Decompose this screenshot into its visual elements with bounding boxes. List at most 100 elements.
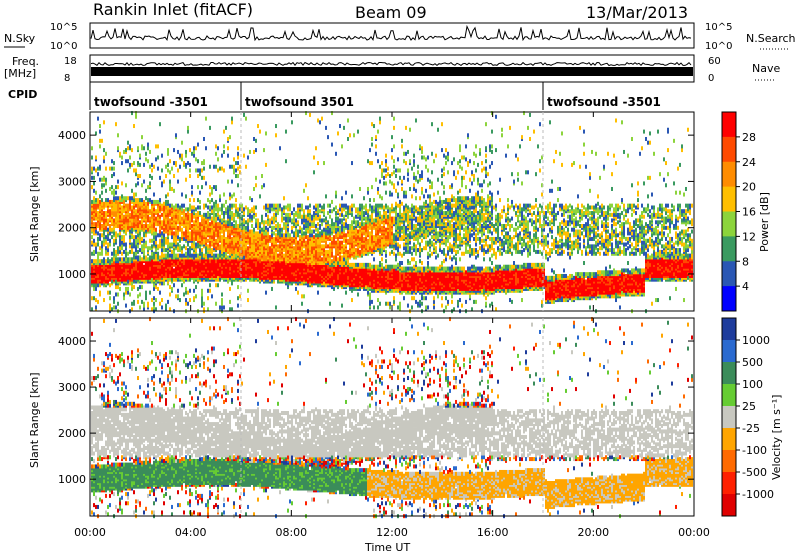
heatmap-cell: [211, 294, 213, 298]
heatmap-cell: [101, 183, 103, 187]
heatmap-cell: [143, 209, 145, 213]
heatmap-cell: [247, 218, 249, 222]
heatmap-cell: [99, 246, 101, 250]
heatmap-cell: [143, 244, 145, 248]
heatmap-cell: [165, 174, 167, 178]
heatmap-cell: [177, 150, 179, 154]
heatmap-cell: [195, 265, 197, 269]
heatmap-cell: [121, 156, 123, 160]
heatmap-cell: [91, 211, 93, 215]
heatmap-cell: [297, 254, 299, 258]
heatmap-cell: [175, 239, 177, 243]
heatmap-cell: [279, 244, 281, 248]
heatmap-cell: [111, 235, 113, 239]
heatmap-cell: [133, 244, 135, 248]
heatmap-cell: [223, 168, 225, 172]
heatmap-cell: [325, 231, 327, 235]
heatmap-cell: [307, 235, 309, 239]
heatmap-cell: [343, 215, 345, 219]
heatmap-cell: [211, 217, 213, 221]
heatmap-cell: [101, 198, 103, 202]
heatmap-cell: [175, 233, 177, 237]
heatmap-cell: [189, 220, 191, 224]
heatmap-cell: [231, 222, 233, 226]
heatmap-cell: [267, 231, 269, 235]
heatmap-cell: [353, 204, 355, 208]
heatmap-cell: [227, 244, 229, 248]
heatmap-cell: [357, 130, 359, 134]
heatmap-cell: [307, 230, 309, 234]
heatmap-cell: [119, 257, 121, 261]
freq-unit: [MHz]: [4, 67, 36, 80]
heatmap-cell: [225, 252, 227, 256]
heatmap-cell: [121, 194, 123, 198]
heatmap-cell: [237, 248, 239, 252]
heatmap-cell: [111, 159, 113, 163]
heatmap-cell: [153, 200, 155, 204]
heatmap-cell: [187, 291, 189, 295]
heatmap-cell: [183, 215, 185, 219]
heatmap-cell: [231, 217, 233, 221]
heatmap-cell: [349, 254, 351, 258]
heatmap-cell: [367, 263, 369, 267]
heatmap-cell: [307, 241, 309, 245]
heatmap-cell: [133, 285, 135, 289]
heatmap-cell: [289, 207, 291, 211]
heatmap-cell: [295, 218, 297, 222]
heatmap-cell: [213, 237, 215, 241]
heatmap-cell: [347, 118, 349, 122]
heatmap-cell: [227, 209, 229, 213]
heatmap-cell: [169, 231, 171, 235]
heatmap-cell: [231, 120, 233, 124]
heatmap-cell: [195, 233, 197, 237]
heatmap-cell: [103, 156, 105, 160]
heatmap-cell: [255, 205, 257, 209]
nsky-tick-bottom: 10^0: [50, 41, 77, 52]
heatmap-cell: [237, 152, 239, 156]
heatmap-cell: [261, 233, 263, 237]
heatmap-cell: [95, 156, 97, 160]
heatmap-cell: [105, 167, 107, 171]
heatmap-cell: [309, 204, 311, 208]
heatmap-cell: [219, 254, 221, 258]
heatmap-cell: [251, 198, 253, 202]
heatmap-cell: [183, 224, 185, 228]
heatmap-cell: [353, 220, 355, 224]
heatmap-cell: [163, 202, 165, 206]
heatmap-cell: [161, 239, 163, 243]
heatmap-cell: [349, 209, 351, 213]
heatmap-cell: [113, 231, 115, 235]
heatmap-cell: [295, 228, 297, 232]
heatmap-cell: [205, 117, 207, 121]
heatmap-cell: [215, 213, 217, 217]
heatmap-cell: [283, 248, 285, 252]
heatmap-cell: [189, 168, 191, 172]
heatmap-cell: [301, 294, 303, 298]
heatmap-cell: [173, 174, 175, 178]
heatmap-cell: [153, 296, 155, 300]
heatmap-cell: [159, 224, 161, 228]
heatmap-cell: [203, 213, 205, 217]
heatmap-cell: [135, 255, 137, 259]
nsky-tick-top: 10^5: [50, 22, 77, 33]
heatmap-cell: [163, 233, 165, 237]
heatmap-cell: [169, 204, 171, 208]
heatmap-cell: [133, 198, 135, 202]
heatmap-cell: [277, 226, 279, 230]
heatmap-cell: [273, 213, 275, 217]
heatmap-cell: [261, 215, 263, 219]
heatmap-cell: [297, 291, 299, 295]
heatmap-cell: [195, 248, 197, 252]
heatmap-cell: [191, 185, 193, 189]
heatmap-cell: [359, 207, 361, 211]
heatmap-cell: [177, 226, 179, 230]
heatmap-cell: [215, 200, 217, 204]
heatmap-cell: [271, 207, 273, 211]
heatmap-cell: [99, 178, 101, 182]
heatmap-cell: [247, 246, 249, 250]
heatmap-cell: [279, 268, 281, 272]
heatmap-cell: [187, 130, 189, 134]
heatmap-cell: [111, 270, 113, 274]
heatmap-cell: [217, 283, 219, 287]
heatmap-cell: [211, 198, 213, 202]
